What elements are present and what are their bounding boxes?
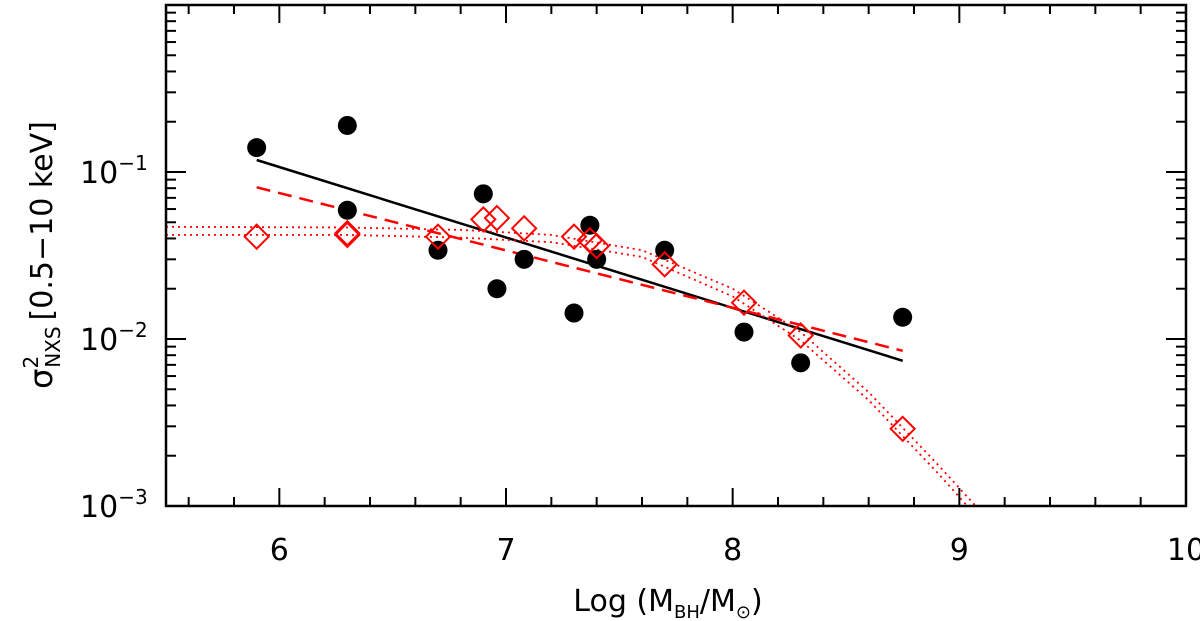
open-diamond-point-13 bbox=[889, 415, 917, 443]
x-tick-label: 9 bbox=[950, 533, 969, 568]
x-tick-label: 7 bbox=[496, 533, 515, 568]
filled-circle-point-2 bbox=[337, 200, 357, 220]
open-diamond-point-7 bbox=[560, 223, 588, 251]
dashed-fit-line-1 bbox=[256, 186, 904, 353]
x-tick-label: 6 bbox=[270, 533, 289, 568]
filled-circle-point-5 bbox=[487, 279, 507, 299]
fit-lines bbox=[166, 158, 977, 506]
y-tick-label: 10−3 bbox=[80, 485, 148, 525]
plot-frame bbox=[164, 3, 1188, 508]
filled-circle-point-0 bbox=[247, 138, 267, 158]
open-diamond-point-12 bbox=[787, 322, 815, 349]
data-points bbox=[243, 115, 917, 443]
filled-circle-point-13 bbox=[893, 307, 913, 327]
x-tick-label: 8 bbox=[723, 533, 742, 568]
x-tick-label: 10 bbox=[1167, 533, 1200, 568]
open-diamond-point-0 bbox=[243, 223, 271, 251]
axis-ticks: 6 7 8 9 10 10−3 10−2 10−1 bbox=[80, 5, 1200, 568]
open-diamond-point-5 bbox=[483, 204, 511, 232]
y-axis-label: σ2NXS[0.5−10 keV] bbox=[19, 121, 65, 389]
x-axis-label: Log (MBH/M⊙) bbox=[573, 584, 762, 621]
open-diamond-point-2 bbox=[333, 219, 361, 247]
filled-circle-point-10 bbox=[655, 240, 675, 260]
open-diamond-point-4 bbox=[469, 206, 497, 233]
filled-circle-point-1 bbox=[337, 115, 357, 135]
dotted-fit-line-2 bbox=[166, 225, 977, 506]
open-diamond-point-10 bbox=[651, 250, 679, 278]
filled-circle-point-11 bbox=[734, 322, 754, 342]
filled-circle-point-6 bbox=[514, 249, 534, 269]
open-diamond-point-3 bbox=[424, 223, 452, 251]
filled-circle-point-12 bbox=[791, 353, 811, 373]
y-tick-label: 10−2 bbox=[80, 318, 148, 358]
open-diamond-point-9 bbox=[583, 232, 611, 260]
solid-fit-line-0 bbox=[256, 158, 904, 362]
open-diamond-point-6 bbox=[510, 214, 538, 242]
filled-circle-point-7 bbox=[564, 303, 584, 323]
filled-circle-point-4 bbox=[473, 184, 493, 204]
dotted-fit-line-3 bbox=[166, 233, 969, 506]
filled-circle-point-8 bbox=[580, 215, 600, 235]
open-diamond-point-1 bbox=[333, 221, 361, 249]
filled-circle-point-3 bbox=[428, 240, 448, 260]
y-tick-label: 10−1 bbox=[80, 151, 148, 191]
open-diamond-point-11 bbox=[730, 289, 758, 317]
